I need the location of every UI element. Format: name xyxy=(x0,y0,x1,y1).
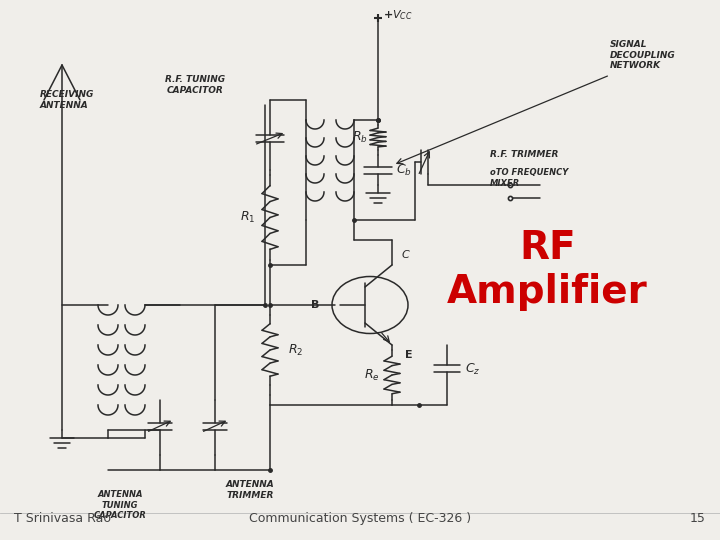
Text: T Srinivasa Rao: T Srinivasa Rao xyxy=(14,512,112,525)
Text: Communication Systems ( EC-326 ): Communication Systems ( EC-326 ) xyxy=(249,512,471,525)
Text: $R_b$: $R_b$ xyxy=(352,130,368,145)
Text: B: B xyxy=(311,300,319,310)
Text: E: E xyxy=(405,350,413,360)
Text: 15: 15 xyxy=(690,512,706,525)
Text: $R_1$: $R_1$ xyxy=(240,210,256,225)
Text: RF
Amplifier: RF Amplifier xyxy=(447,229,647,311)
Text: +$V_{CC}$: +$V_{CC}$ xyxy=(383,8,413,22)
Text: $R_e$: $R_e$ xyxy=(364,367,380,382)
Text: $C_z$: $C_z$ xyxy=(465,361,480,376)
Text: C: C xyxy=(402,250,410,260)
Text: R.F. TUNING
CAPACITOR: R.F. TUNING CAPACITOR xyxy=(165,75,225,94)
Text: oTO FREQUENCY
MIXER: oTO FREQUENCY MIXER xyxy=(490,168,568,188)
Text: RECEIVING
ANTENNA: RECEIVING ANTENNA xyxy=(40,90,94,110)
Text: $R_2$: $R_2$ xyxy=(288,342,303,357)
Text: ANTENNA
TUNING
CAPACITOR: ANTENNA TUNING CAPACITOR xyxy=(94,490,146,520)
Text: SIGNAL
DECOUPLING
NETWORK: SIGNAL DECOUPLING NETWORK xyxy=(610,40,676,70)
Text: R.F. TRIMMER: R.F. TRIMMER xyxy=(490,151,559,159)
Text: ANTENNA
TRIMMER: ANTENNA TRIMMER xyxy=(225,480,274,500)
Text: $C_b$: $C_b$ xyxy=(396,163,412,178)
